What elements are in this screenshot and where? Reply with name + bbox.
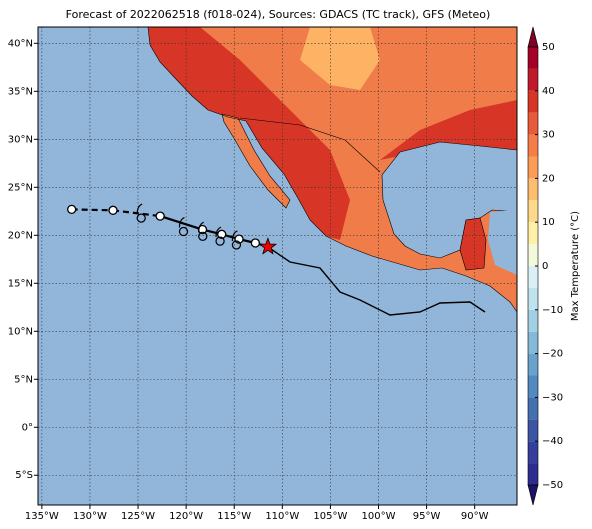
y-tick-label: 10°N: [8, 326, 33, 337]
colorbar-tick-label: 20: [542, 173, 555, 184]
track-point: [108, 205, 118, 215]
y-tick-label: 0°: [22, 422, 33, 433]
land-mild: [300, 27, 380, 90]
gulf-of-mexico: [381, 141, 517, 259]
colorbar-tick-label: −20: [542, 349, 563, 360]
colorbar-band: [528, 463, 538, 485]
colorbar-band: [528, 47, 538, 69]
track-point: [217, 229, 227, 239]
hurricane-symbol: [231, 230, 242, 250]
hurricane-symbol: [198, 221, 208, 241]
grid: [34, 27, 517, 509]
colorbar-label: Max Temperature (°C): [570, 211, 581, 321]
colorbar-band: [528, 419, 538, 442]
colorbar-tick-label: 40: [542, 86, 555, 97]
coast-line: [147, 27, 247, 122]
colorbar-tick-label: −50: [542, 480, 563, 491]
colorbar-tick-label: 10: [542, 217, 555, 228]
colorbar-band: [528, 90, 538, 113]
current-position: [258, 237, 278, 255]
colorbar-band: [528, 244, 538, 266]
y-tick-label: 5°N: [14, 374, 33, 385]
colorbar-band: [528, 375, 538, 398]
hurricane-symbol: [178, 216, 189, 237]
y-tick-label: 15°N: [8, 278, 33, 289]
y-tick-label: 40°N: [8, 38, 33, 49]
x-tick-label: 105°W: [313, 511, 347, 522]
colorbar-under: [527, 484, 539, 506]
hurricane-symbol: [136, 203, 146, 223]
colorbar-band: [528, 156, 538, 179]
colorbar-band: [528, 309, 538, 332]
x-tick-label: 100°W: [362, 511, 396, 522]
colorbar-tick-label: −30: [542, 392, 563, 403]
colorbar-over: [527, 26, 539, 48]
caribbean: [488, 210, 517, 275]
colorbar: −50 −40 −30 −20 −10 0 10 20 30 40 50: [527, 26, 563, 506]
colorbar-tick-label: −10: [542, 305, 563, 316]
map-frame: [37, 26, 518, 506]
track-segment: [71, 208, 114, 212]
colorbar-band: [528, 68, 538, 91]
y-tick-label: 25°N: [8, 182, 33, 193]
coast-line: [245, 120, 517, 313]
x-tick-label: 125°W: [121, 511, 155, 522]
x-tick-label: 110°W: [265, 511, 299, 522]
border-line: [239, 117, 381, 173]
yucatan: [459, 217, 487, 271]
y-tick-label: 35°N: [8, 86, 33, 97]
x-tick-label: 135°W: [25, 511, 59, 522]
map-layers: [38, 27, 517, 505]
colorbar-band: [528, 200, 538, 223]
colorbar-tick-label: 0: [542, 261, 548, 272]
land-hot: [148, 27, 350, 240]
colorbar-band: [528, 134, 538, 157]
colorbar-band: [528, 222, 538, 245]
colorbar-band: [528, 397, 538, 420]
track-segment: [159, 215, 203, 231]
hurricane-symbol: [215, 226, 225, 246]
y-tick-label: 5°S: [15, 470, 33, 481]
x-tick-label: 130°W: [73, 511, 107, 522]
title: Forecast of 2022062518 (f018-024), Sourc…: [66, 8, 491, 21]
x-tick-label: 95°W: [413, 511, 441, 522]
colorbar-band: [528, 178, 538, 201]
track: [67, 203, 278, 255]
land-hot: [380, 100, 517, 160]
colorbar-band: [528, 353, 538, 376]
colorbar-band: [528, 441, 538, 464]
colorbar-tick-label: 50: [542, 42, 555, 53]
track-point: [155, 211, 165, 221]
track-point: [250, 238, 261, 248]
y-tick-label: 20°N: [8, 230, 33, 241]
x-tick-label: 115°W: [217, 511, 251, 522]
y-tick-label: 30°N: [8, 134, 33, 145]
colorbar-band: [528, 331, 538, 354]
x-tick-label: 120°W: [169, 511, 203, 522]
colorbar-band: [528, 287, 538, 310]
forecast-line: [267, 246, 486, 316]
colorbar-band: [528, 112, 538, 135]
x-tick-label: 90°W: [461, 511, 489, 522]
colorbar-band: [528, 266, 538, 288]
colorbar-tick-label: −40: [542, 436, 563, 447]
track-point: [67, 204, 77, 215]
colorbar-tick-label: 30: [542, 130, 555, 141]
